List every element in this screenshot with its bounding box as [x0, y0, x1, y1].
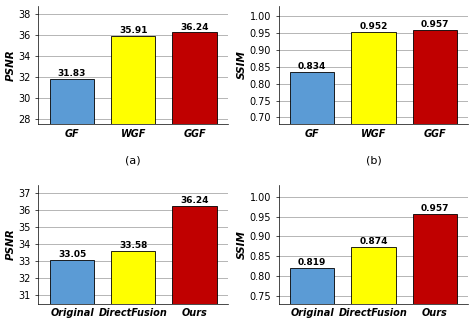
- Text: 0.957: 0.957: [420, 20, 449, 29]
- Bar: [173, 32, 217, 330]
- Text: 33.58: 33.58: [119, 242, 147, 250]
- Bar: [351, 32, 396, 330]
- Bar: [290, 268, 334, 330]
- Bar: [111, 36, 155, 330]
- Text: 31.83: 31.83: [58, 69, 86, 78]
- Text: 36.24: 36.24: [180, 196, 209, 205]
- Bar: [50, 260, 94, 330]
- Bar: [111, 251, 155, 330]
- Text: 0.874: 0.874: [359, 237, 388, 246]
- Text: 35.91: 35.91: [119, 26, 147, 35]
- Text: 0.819: 0.819: [298, 258, 327, 267]
- Bar: [173, 206, 217, 330]
- Text: 0.952: 0.952: [359, 22, 388, 31]
- Bar: [413, 214, 457, 330]
- Text: 33.05: 33.05: [58, 250, 86, 259]
- Y-axis label: PSNR: PSNR: [6, 49, 16, 81]
- Y-axis label: SSIM: SSIM: [237, 230, 246, 259]
- Text: (b): (b): [365, 155, 382, 165]
- Bar: [351, 247, 396, 330]
- Text: 0.957: 0.957: [420, 204, 449, 213]
- Bar: [290, 72, 334, 330]
- Y-axis label: PSNR: PSNR: [6, 228, 16, 260]
- Text: 36.24: 36.24: [180, 22, 209, 31]
- Bar: [413, 30, 457, 330]
- Text: 0.834: 0.834: [298, 62, 327, 71]
- Y-axis label: SSIM: SSIM: [237, 50, 246, 79]
- Bar: [50, 79, 94, 330]
- Text: (a): (a): [126, 155, 141, 165]
